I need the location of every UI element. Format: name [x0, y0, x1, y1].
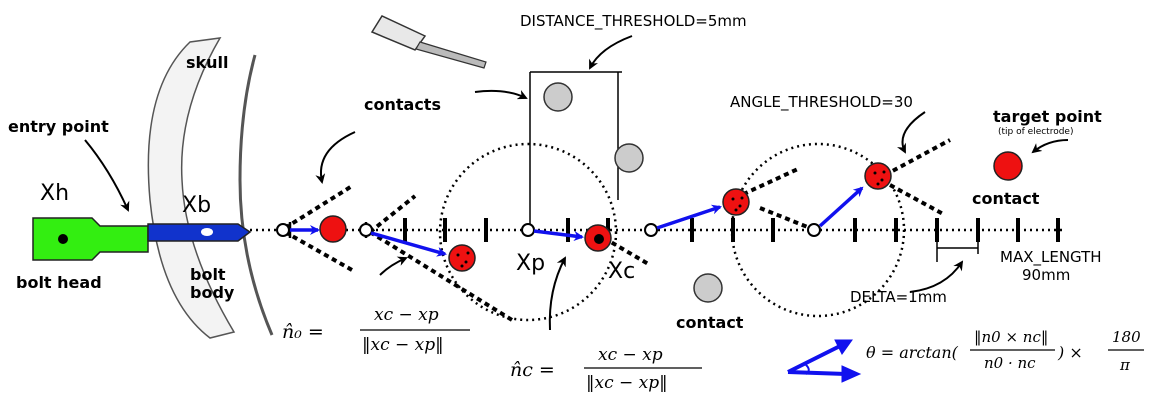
bolt-body-shape	[147, 223, 252, 242]
delta-bracket	[936, 242, 979, 262]
target-contact	[993, 151, 1023, 181]
svg-text:) ×: ) ×	[1057, 343, 1083, 362]
target-point-label: target point	[993, 107, 1102, 126]
svg-text:‖n0 × nc‖: ‖n0 × nc‖	[974, 328, 1048, 346]
red-contact-4	[722, 188, 750, 216]
svg-text:‖xc − xp‖: ‖xc − xp‖	[362, 335, 444, 355]
svg-text:xc − xp: xc − xp	[598, 345, 663, 365]
svg-text:180: 180	[1112, 328, 1141, 346]
formula-n0: n̂₀ = xc − xp ‖xc − xp‖	[282, 305, 470, 355]
angle-threshold-label: ANGLE_THRESHOLD=30	[730, 93, 913, 112]
gray-contact-1	[543, 82, 573, 112]
contact-dots	[456, 170, 886, 268]
contact-label-bottom: contact	[676, 313, 744, 332]
bolt-head-label: bolt head	[16, 273, 102, 292]
xp-label: Xp	[516, 251, 545, 276]
bolt-body-label-2: body	[190, 283, 235, 302]
entry-point-label: entry point	[8, 117, 109, 136]
svg-text:xc − xp: xc − xp	[374, 305, 439, 325]
gray-contact-3	[693, 273, 723, 303]
max-length-value: 90mm	[1022, 266, 1070, 284]
contacts-label: contacts	[364, 95, 441, 114]
svg-text:n̂₀ =: n̂₀ =	[282, 321, 324, 343]
distance-threshold-label: DISTANCE_THRESHOLD=5mm	[520, 12, 747, 31]
svg-text:‖xc − xp‖: ‖xc − xp‖	[586, 373, 668, 393]
bolt-body-point	[201, 228, 213, 236]
svg-text:n̂c =: n̂c =	[510, 359, 555, 381]
max-length-label: MAX_LENGTH	[1000, 248, 1102, 267]
angle-icon	[787, 339, 862, 383]
svg-text:π: π	[1119, 356, 1131, 374]
delta-label: DELTA=1mm	[850, 288, 947, 306]
xc-label: Xc	[608, 259, 635, 284]
skull-bone	[147, 37, 236, 339]
angle-circle-right	[730, 142, 906, 318]
angle-circle-left	[438, 142, 618, 322]
tool-icon	[370, 15, 487, 69]
svg-text:n0 · nc: n0 · nc	[984, 354, 1036, 372]
gray-contact-2	[614, 143, 644, 173]
xh-label: Xh	[40, 181, 69, 206]
svg-text:θ = arctan(: θ = arctan(	[866, 343, 959, 362]
trajectory-points	[276, 223, 821, 237]
formula-nc: n̂c = xc − xp ‖xc − xp‖	[510, 345, 702, 393]
red-contact-2	[448, 244, 476, 272]
red-contacts	[319, 151, 1023, 272]
red-contact-5	[864, 162, 892, 190]
target-point-sublabel: (tip of electrode)	[998, 127, 1073, 137]
bolt-head-point	[58, 234, 68, 244]
bolt	[32, 217, 252, 261]
contact-label-right: contact	[972, 189, 1040, 208]
annotation-arrows	[84, 35, 1069, 331]
trajectory-ticks	[403, 218, 1060, 242]
distance-threshold-bracket	[529, 71, 622, 230]
direction-vectors	[290, 186, 864, 257]
skull-inner-line	[238, 54, 274, 336]
red-contact-1	[319, 215, 347, 243]
xb-label: Xb	[182, 193, 211, 218]
bolt-head-shape	[32, 217, 149, 261]
skull-label: skull	[186, 53, 229, 72]
bolt-body-label-1: bolt	[190, 265, 226, 284]
formula-theta: θ = arctan( ‖n0 × nc‖ n0 · nc ) × 180 π	[866, 328, 1144, 374]
